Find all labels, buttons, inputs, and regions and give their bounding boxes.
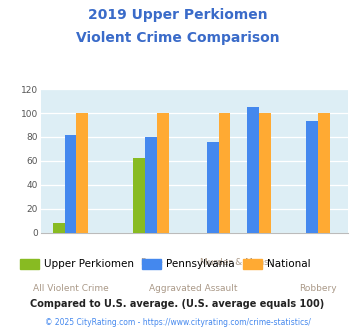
Text: Robbery: Robbery xyxy=(300,284,337,293)
Bar xyxy=(65,135,76,233)
Legend: Upper Perkiomen, Pennsylvania, National: Upper Perkiomen, Pennsylvania, National xyxy=(16,255,315,274)
Text: Aggravated Assault: Aggravated Assault xyxy=(149,284,237,293)
Bar xyxy=(157,113,169,233)
Bar xyxy=(76,113,88,233)
Text: Compared to U.S. average. (U.S. average equals 100): Compared to U.S. average. (U.S. average … xyxy=(31,299,324,309)
Bar xyxy=(145,137,157,233)
Bar xyxy=(133,158,145,233)
Bar xyxy=(219,113,230,233)
Bar xyxy=(53,223,65,233)
Bar xyxy=(318,113,330,233)
Bar xyxy=(207,142,219,233)
Bar xyxy=(247,107,259,233)
Bar xyxy=(259,113,271,233)
Text: Murder & Mans...: Murder & Mans... xyxy=(200,258,278,268)
Text: Violent Crime Comparison: Violent Crime Comparison xyxy=(76,31,279,45)
Bar xyxy=(306,121,318,233)
Text: Rape: Rape xyxy=(140,258,163,268)
Text: All Violent Crime: All Violent Crime xyxy=(33,284,108,293)
Text: © 2025 CityRating.com - https://www.cityrating.com/crime-statistics/: © 2025 CityRating.com - https://www.city… xyxy=(45,318,310,327)
Text: 2019 Upper Perkiomen: 2019 Upper Perkiomen xyxy=(88,8,267,22)
